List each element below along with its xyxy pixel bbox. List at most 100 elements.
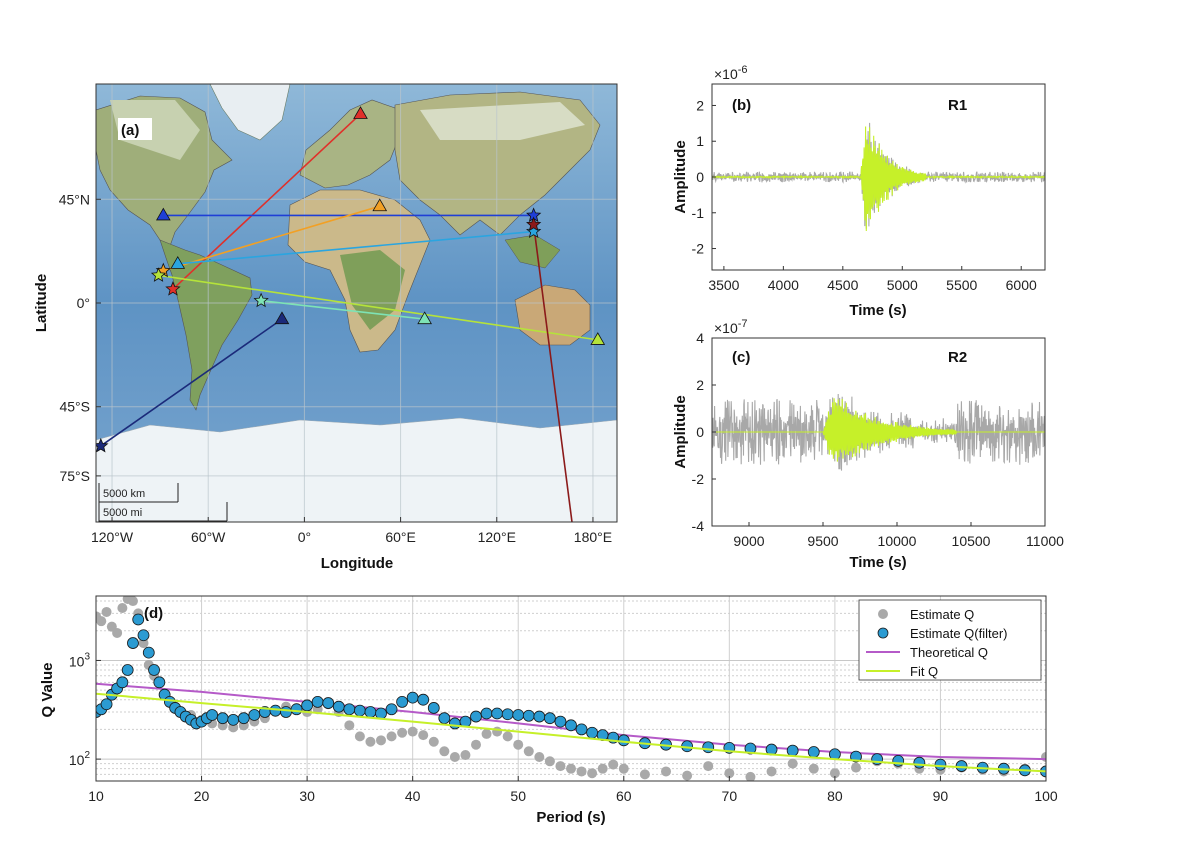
station-triangle [572, 566, 585, 578]
event-star [165, 281, 181, 296]
estimate-q-point [766, 766, 777, 777]
map-xtick-label: 60°W [191, 529, 226, 545]
estimate-q-filter-point [148, 664, 160, 676]
ytick-label: 0 [696, 169, 704, 185]
estimate-q-point [127, 596, 138, 607]
estimate-q-point [618, 763, 629, 774]
map-ytick-label: 0° [77, 295, 90, 311]
q-panel-label: (d) [144, 605, 163, 622]
station-triangle [417, 311, 432, 325]
r2-ticks: 9000 9500 10000 10500 11000 4 2 0 -2 -4 [692, 330, 1065, 549]
r2-exponent-power: -7 [738, 318, 748, 330]
q-xtick-label: 40 [405, 788, 421, 804]
xtick-label: 9000 [733, 533, 764, 549]
estimate-q-filter-point [406, 691, 419, 704]
panel-a-label-bg [118, 118, 152, 140]
waveform-r1-panel: 3500 4000 4500 5000 5500 6000 2 1 0 -1 -2 ×10-6 (b… [672, 64, 1046, 319]
estimate-q-filter-point [892, 754, 905, 767]
ytick-label: 2 [696, 377, 704, 393]
estimate-q-filter-point [543, 712, 556, 725]
estimate-q-filter-point [470, 710, 482, 723]
q-legend: Estimate Q Estimate Q(filter) Theoretica… [858, 599, 1042, 681]
estimate-q-filter-point [290, 703, 303, 716]
estimate-q-point [481, 728, 492, 739]
q-xtick-label: 100 [1034, 788, 1058, 804]
estimate-q-point [502, 731, 513, 742]
estimate-q-filter-point [280, 706, 292, 718]
estimate-q-point [587, 768, 598, 779]
xtick-label: 11000 [1026, 533, 1064, 549]
estimate-q-filter-point [744, 742, 757, 755]
estimate-q-point [428, 736, 439, 747]
estimate-q-filter-point [512, 709, 525, 721]
estimate-q-filter-point [427, 702, 440, 714]
estimate-q-filter-point [438, 712, 451, 725]
r1-exponent-base: ×10 [714, 66, 738, 82]
estimate-q-filter-point [396, 696, 409, 708]
estimate-q-filter-point [385, 703, 398, 716]
station-triangle [155, 207, 171, 221]
map-xlabel: Longitude [321, 555, 393, 572]
estimate-q-filter-point [364, 706, 377, 718]
xtick-label: 10000 [878, 533, 917, 549]
r2-ylabel: Amplitude [672, 395, 689, 468]
xtick-label: 3500 [708, 277, 739, 293]
station-triangle [590, 332, 606, 345]
q-xtick-label: 70 [722, 788, 738, 804]
estimate-q-filter-point [311, 696, 324, 708]
estimate-q-point [407, 726, 418, 737]
estimate-q-point [808, 763, 819, 774]
estimate-q-point [639, 769, 650, 780]
ytick-label: 2 [696, 97, 704, 113]
estimate-q-point [117, 603, 128, 614]
r1-exponent-power: -6 [738, 64, 748, 76]
estimate-q-filter-point [248, 709, 261, 721]
station-triangle [274, 311, 290, 325]
estimate-q-filter-point [807, 746, 820, 758]
q-ytick-label: 102 [69, 750, 91, 768]
estimate-q-filter-point [353, 704, 366, 717]
estimate-q-filter-point [586, 726, 599, 739]
q-ylabel: Q Value [39, 662, 56, 717]
canada-tundra-shape [110, 100, 200, 160]
q-frame [95, 595, 1047, 782]
estimate-q-point [96, 616, 107, 627]
antarctica-shape [96, 417, 617, 522]
q-legend-box [858, 599, 1042, 681]
estimate-q-point [534, 752, 545, 763]
r2-exponent: ×10-7 [714, 318, 748, 336]
estimate-q-filter-point [575, 723, 588, 736]
legend-filter-label: Estimate Q(filter) [910, 626, 1008, 641]
estimate-q-filter-point [565, 719, 577, 732]
estimate-q-point [787, 758, 798, 769]
q-xtick-label: 90 [933, 788, 949, 804]
estimate-q-point [354, 731, 365, 742]
q-xtick-label: 10 [88, 788, 104, 804]
xtick-label: 4000 [768, 277, 799, 293]
ray-path [172, 113, 362, 290]
estimate-q-filter-point [322, 697, 335, 709]
xtick-label: 10500 [952, 533, 991, 549]
estimate-q-point [851, 762, 861, 773]
estimate-q-point [724, 768, 735, 779]
ytick-label: 1 [696, 133, 704, 149]
estimate-q-point [703, 761, 714, 772]
central-africa-forest [340, 250, 405, 330]
ytick-label: -2 [692, 241, 705, 257]
estimate-q-point [418, 730, 429, 741]
map-ytick-label: 45°S [59, 399, 90, 415]
estimate-q-point [492, 726, 503, 737]
estimate-q-filter-point [913, 756, 926, 769]
estimate-q-point [344, 720, 355, 731]
r1-traces [712, 122, 1045, 232]
estimate-q-point [460, 750, 471, 761]
event-star [96, 437, 109, 453]
estimate-q-filter-point [301, 699, 314, 712]
ray-path [100, 318, 283, 447]
estimate-q-point [745, 771, 756, 781]
map-ylabel: Latitude [33, 274, 50, 332]
r2-exponent-base: ×10 [714, 320, 738, 336]
map-xtick-label: 120°E [478, 529, 516, 545]
q-series [96, 596, 1046, 781]
